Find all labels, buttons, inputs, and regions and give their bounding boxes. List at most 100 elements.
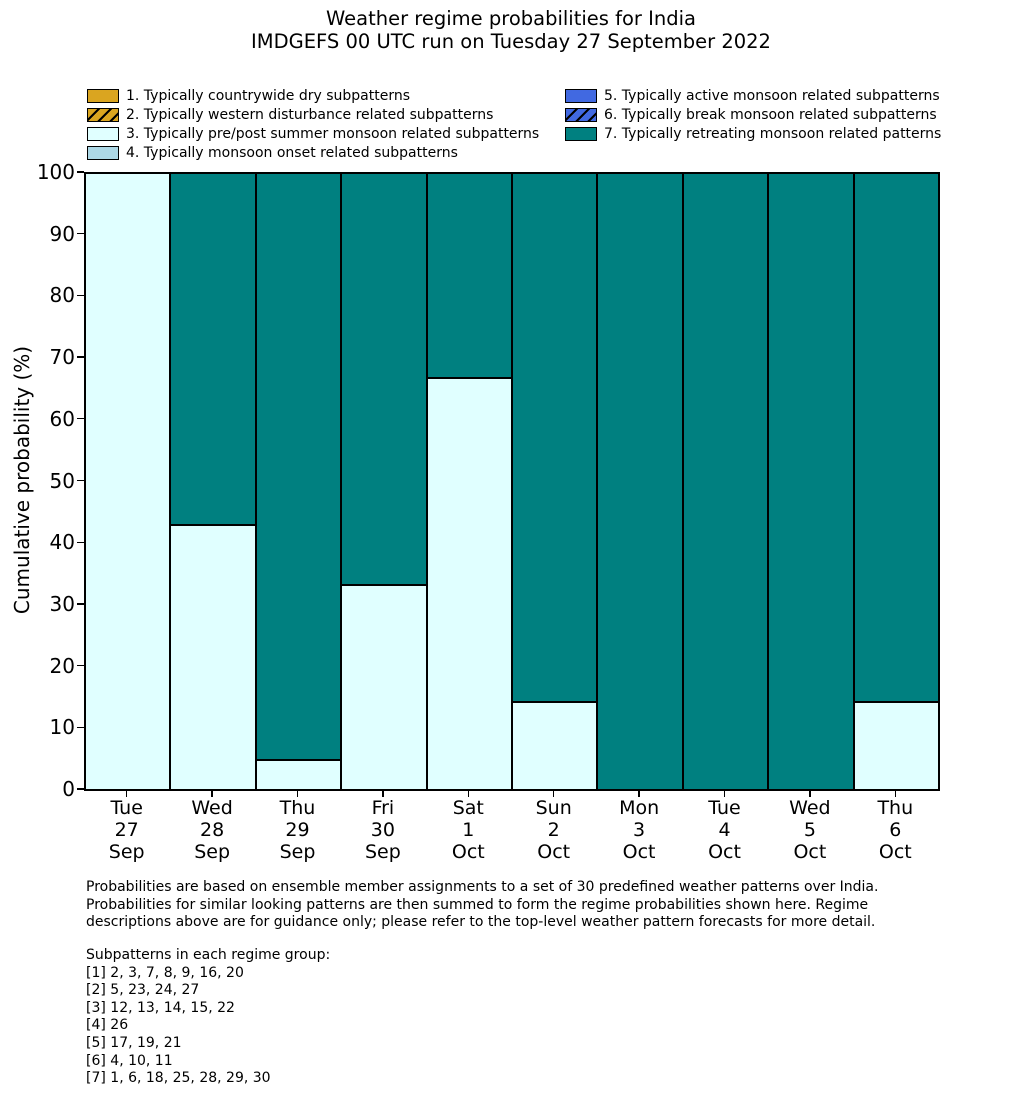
x-tick-mark: [638, 790, 640, 798]
x-tick-mark: [382, 790, 384, 798]
chart-title-line1: Weather regime probabilities for India: [325, 7, 696, 30]
y-tick-mark: [77, 726, 84, 728]
y-tick-label: 100: [36, 160, 75, 184]
y-tick-label: 80: [49, 283, 75, 308]
legend-swatch-icon: [87, 126, 119, 141]
bar-segment-regime-3: [255, 760, 342, 790]
legend-swatch-icon: [87, 88, 119, 103]
bar-segment-regime-7: [170, 173, 256, 526]
x-tick-label-line: Thu: [877, 797, 914, 819]
bar-fri-30-sep: [341, 173, 427, 790]
legend-column-right: 5. Typically active monsoon related subp…: [565, 86, 941, 143]
bar-wed-5-oct: [768, 173, 854, 790]
y-tick-mark: [77, 356, 84, 358]
x-tick-label-line: Sat: [452, 797, 484, 819]
legend-label: 7. Typically retreating monsoon related …: [604, 125, 942, 142]
x-tick-label-line: 4: [718, 819, 731, 841]
subpatterns-header: Subpatterns in each regime group:: [86, 947, 331, 963]
bar-tue-4-oct: [682, 173, 769, 790]
bar-segment-regime-3: [426, 378, 513, 790]
legend-label: 5. Typically active monsoon related subp…: [604, 87, 940, 104]
x-tick-label-line: Wed: [789, 797, 831, 819]
y-tick-label: 20: [49, 653, 75, 678]
x-tick-label-line: 27: [114, 819, 139, 841]
bar-segment-regime-3: [85, 173, 171, 790]
bar-segment-regime-3: [512, 701, 598, 790]
x-tick-label-line: 3: [633, 819, 646, 841]
bar-segment-regime-3: [341, 584, 427, 790]
x-tick-mark: [894, 790, 896, 798]
y-tick-label: 40: [49, 530, 75, 555]
bar-segment-regime-7: [341, 173, 427, 585]
footer-note-line: descriptions above are for guidance only…: [86, 914, 876, 930]
bar-segment-regime-7: [255, 173, 342, 761]
stacked-bars: [85, 173, 940, 790]
subpatterns-line: [1] 2, 3, 7, 8, 9, 16, 20: [86, 964, 244, 981]
x-tick-label-line: Mon: [619, 797, 660, 819]
subpatterns-line: [4] 26: [86, 1017, 129, 1034]
bar-sat-1-oct: [426, 173, 513, 790]
y-tick-label: 60: [49, 406, 75, 431]
plot-area: [84, 172, 940, 791]
x-tick-label-line: Tue: [708, 797, 741, 819]
x-tick-mark: [211, 790, 213, 798]
legend-item: 6. Typically break monsoon related subpa…: [565, 105, 941, 124]
x-tick-label-line: Sep: [279, 841, 316, 863]
legend-swatch-icon: [565, 88, 597, 103]
legend-label: 6. Typically break monsoon related subpa…: [604, 106, 937, 123]
y-tick-mark: [77, 479, 84, 482]
x-tick-mark: [723, 790, 726, 798]
x-tick-label-line: Oct: [451, 841, 485, 863]
legend-label: 3. Typically pre/post summer monsoon rel…: [126, 125, 540, 142]
bar-tue-27-sep: [85, 173, 171, 790]
footer-note-line: Probabilities are based on ensemble memb…: [86, 879, 879, 895]
legend-item: 3. Typically pre/post summer monsoon rel…: [87, 124, 539, 143]
chart-title-line2: IMDGEFS 00 UTC run on Tuesday 27 Septemb…: [251, 30, 771, 53]
x-tick-label: Tue 27 Sep: [82, 797, 172, 863]
bar-thu-6-oct: [853, 173, 940, 790]
y-tick-label: 30: [49, 591, 75, 616]
legend-label: 4. Typically monsoon onset related subpa…: [126, 144, 458, 161]
legend-swatch-icon: [87, 107, 119, 122]
bar-segment-regime-7: [768, 173, 854, 790]
x-tick-label-line: Oct: [622, 841, 656, 863]
x-tick-label-line: 1: [462, 819, 475, 841]
x-tick-label-line: Thu: [279, 797, 316, 819]
x-tick-label-line: Tue: [110, 797, 143, 819]
x-tick-label-line: Oct: [537, 841, 571, 863]
y-tick-mark: [77, 171, 84, 173]
x-tick-label-line: Oct: [878, 841, 912, 863]
y-tick-label: 50: [49, 468, 75, 493]
x-tick-label-line: Sep: [364, 841, 401, 863]
x-tick-label: Sun 2 Oct: [509, 797, 599, 863]
x-tick-label-line: Fri: [371, 797, 395, 819]
bar-segment-regime-3: [853, 701, 940, 790]
bar-sun-2-oct: [512, 173, 598, 790]
legend-item: 7. Typically retreating monsoon related …: [565, 124, 941, 143]
bar-segment-regime-7: [853, 173, 940, 702]
y-tick-label: 70: [49, 345, 75, 370]
footer-note: Probabilities are based on ensemble memb…: [86, 879, 878, 932]
x-tick-label-line: 5: [803, 819, 816, 841]
x-tick-label-line: 30: [370, 819, 395, 841]
subpatterns-line: [5] 17, 19, 21: [86, 1034, 182, 1051]
y-tick-mark: [77, 294, 84, 297]
x-tick-label-line: Sun: [535, 797, 572, 819]
subpatterns-line: [2] 5, 23, 24, 27: [86, 982, 200, 999]
y-tick-mark: [77, 418, 84, 420]
legend-label: 1. Typically countrywide dry subpatterns: [126, 87, 411, 104]
x-tick-mark: [809, 790, 811, 798]
bar-mon-3-oct: [597, 173, 683, 790]
x-tick-mark: [296, 790, 299, 798]
x-tick-label: Thu 29 Sep: [253, 797, 343, 863]
x-tick-mark: [553, 790, 555, 798]
x-tick-label-line: Sep: [108, 841, 145, 863]
legend-label: 2. Typically western disturbance related…: [126, 106, 494, 123]
x-tick-label: Thu 6 Oct: [850, 797, 940, 863]
x-tick-label-line: Sep: [194, 841, 230, 863]
x-tick-mark: [467, 790, 469, 798]
legend-column-left: 1. Typically countrywide dry subpatterns…: [87, 86, 539, 162]
legend-swatch-icon: [565, 126, 597, 141]
x-tick-label: Mon 3 Oct: [594, 797, 684, 863]
bar-segment-regime-7: [512, 173, 598, 702]
